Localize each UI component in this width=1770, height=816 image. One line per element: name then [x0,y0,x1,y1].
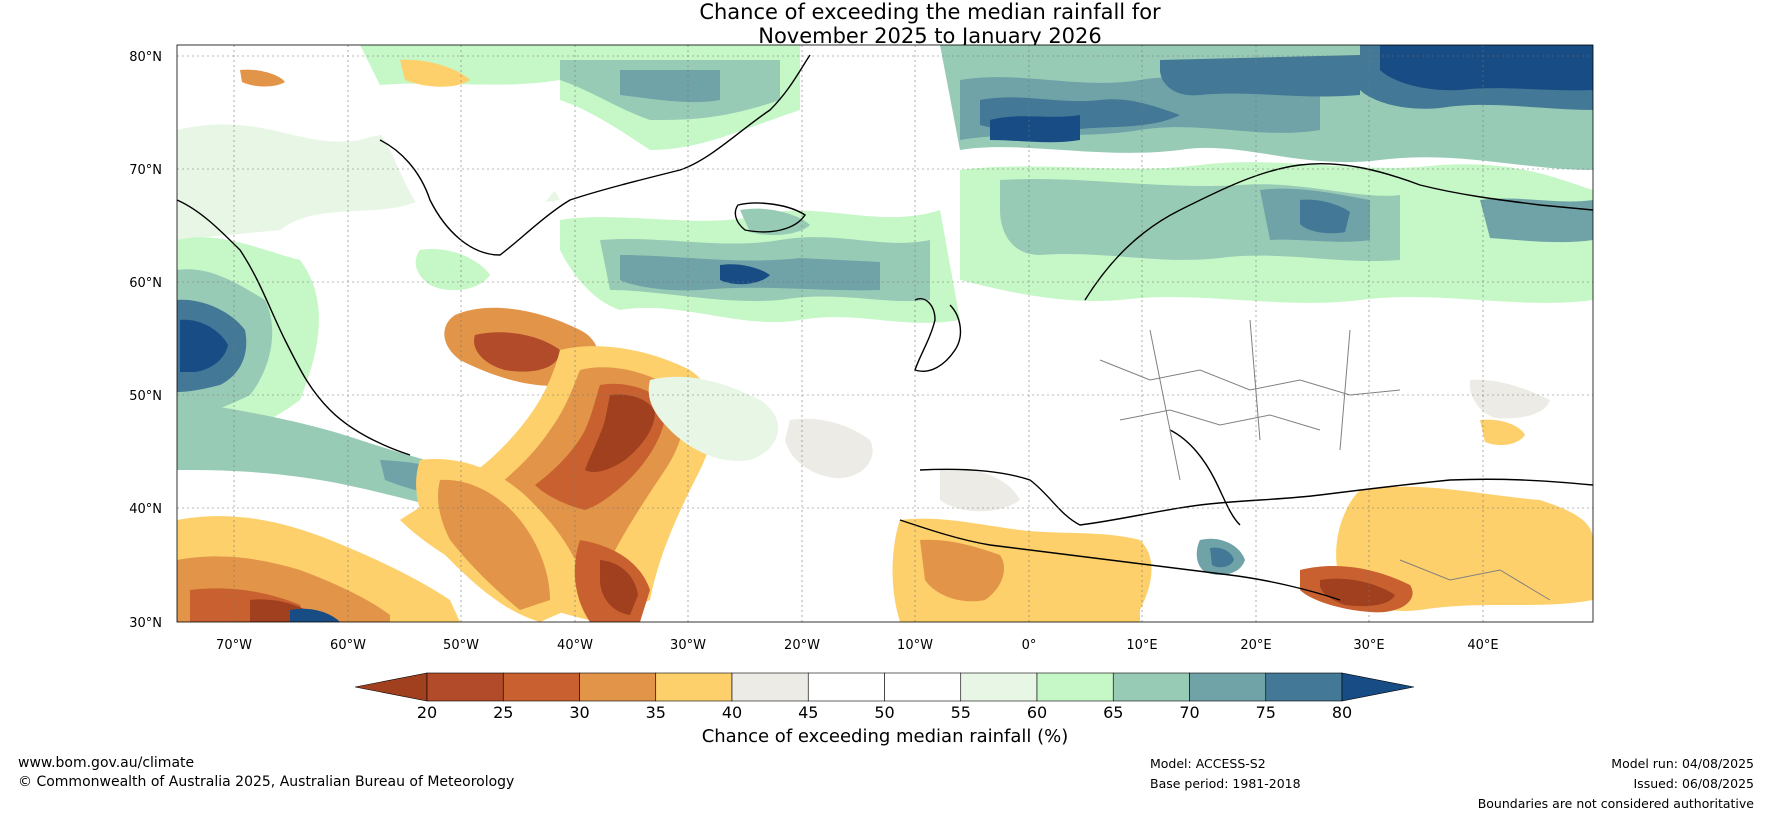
footer-copyright: © Commonwealth of Australia 2025, Austra… [18,774,515,790]
lon-label-40e: 40°E [1467,638,1498,653]
colorbar-tick-label: 50 [874,703,894,722]
lon-label-0: 0° [1022,638,1037,653]
colorbar-extend-low [354,672,428,702]
map-title-line-1: Chance of exceeding the median rainfall … [699,0,1161,24]
latitude-labels: 80°N 70°N 60°N 50°N 40°N 30°N [129,50,162,631]
lat-label-80n: 80°N [129,50,162,65]
colorbar-extend-high [1341,672,1415,702]
colorbar-tick-label: 55 [951,703,971,722]
map-frame [176,44,1594,623]
colorbar-segment [807,672,885,702]
lon-label-60w: 60°W [330,638,366,653]
lon-label-50w: 50°W [443,638,479,653]
map-title: Chance of exceeding the median rainfall … [0,0,1770,48]
colorbar-title: Chance of exceeding median rainfall (%) [701,726,1069,747]
map-title-line-2: November 2025 to January 2026 [758,24,1102,48]
colorbar-tick-label: 45 [798,703,818,722]
lat-label-40n: 40°N [129,502,162,517]
footer-model-run: Model run: 04/08/2025 [1611,756,1754,771]
footer-right: Model run: 04/08/2025 Issued: 06/08/2025… [1478,756,1754,812]
graticule [177,45,1593,622]
colorbar-segment [1036,672,1114,702]
colorbar-tick-label: 70 [1179,703,1199,722]
colorbar-segment [426,672,504,702]
lon-label-30w: 30°W [670,638,706,653]
colorbar: 20 25 30 35 40 45 50 55 60 65 70 75 80 [354,672,1415,722]
lat-label-70n: 70°N [129,163,162,178]
colorbar-tick-label: 30 [569,703,589,722]
footer-issued: Issued: 06/08/2025 [1633,776,1755,791]
colorbar-segment [1112,672,1190,702]
colorbar-tick-label: 75 [1256,703,1276,722]
lon-label-70w: 70°W [216,638,252,653]
lat-label-50n: 50°N [129,389,162,404]
colorbar-tick-label: 20 [417,703,437,722]
lat-label-30n: 30°N [129,616,162,631]
colorbar-segment [1265,672,1343,702]
colorbar-tick-label: 35 [646,703,666,722]
footer-website: www.bom.gov.au/climate [18,755,195,771]
lon-label-40w: 40°W [557,638,593,653]
colorbar-tick-label: 80 [1332,703,1352,722]
colorbar-tick-label: 60 [1027,703,1047,722]
colorbar-tick-label: 25 [493,703,513,722]
footer-model: Model: ACCESS-S2 [1150,756,1266,771]
footer-base-period: Base period: 1981-2018 [1150,776,1301,791]
colorbar-segment [884,672,962,702]
borders [1099,319,1551,601]
colorbar-segment [502,672,580,702]
lon-label-20w: 20°W [784,638,820,653]
footer-disclaimer: Boundaries are not considered authoritat… [1477,796,1754,811]
rainfall-field [177,45,1593,622]
colorbar-segment [960,672,1038,702]
lon-label-10e: 10°E [1126,638,1157,653]
lat-label-60n: 60°N [129,276,162,291]
lon-label-10w: 10°W [897,638,933,653]
lon-label-20e: 20°E [1240,638,1271,653]
colorbar-segment [579,672,657,702]
colorbar-segment [731,672,809,702]
colorbar-tick-label: 40 [722,703,742,722]
longitude-labels: 70°W 60°W 50°W 40°W 30°W 20°W 10°W 0° 10… [216,638,1499,653]
colorbar-tick-label: 65 [1103,703,1123,722]
colorbar-segment [655,672,733,702]
lon-label-30e: 30°E [1353,638,1384,653]
footer-middle: Model: ACCESS-S2 Base period: 1981-2018 [1150,756,1301,792]
colorbar-segment [1189,672,1267,702]
coastlines [177,54,1593,601]
footer-left: www.bom.gov.au/climate © Commonwealth of… [18,754,514,792]
